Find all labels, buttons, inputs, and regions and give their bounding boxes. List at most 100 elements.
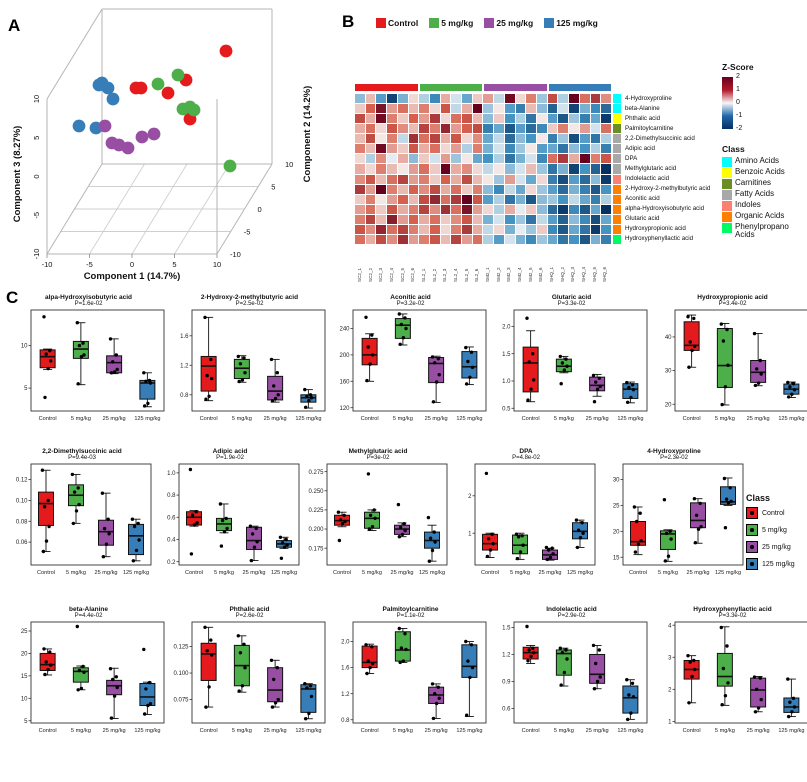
row-class-swatch (613, 114, 621, 124)
heatmap-cell (472, 184, 483, 194)
heatmap-cell (569, 224, 579, 234)
svg-text:5 mg/kg: 5 mg/kg (71, 416, 91, 422)
class-legend-item: Phenylpropano Acids (722, 222, 807, 240)
svg-text:125 mg/kg: 125 mg/kg (456, 728, 482, 734)
class-swatch (722, 201, 732, 211)
heatmap-column-label: SC2_3 (378, 267, 384, 282)
heatmap-cell (365, 154, 376, 164)
boxplot-subplot: 2-Hydroxy-2-methylbutyric acid P=2.5e-02 0… (169, 294, 330, 424)
heatmap-cell (376, 124, 387, 134)
boxplot-title: Adipic acid (212, 448, 248, 455)
svg-text:5: 5 (24, 719, 28, 725)
heatmap-cell (365, 174, 376, 184)
svg-text:Component 1 (14.7%): Component 1 (14.7%) (84, 271, 181, 282)
heatmap-cell (494, 114, 504, 124)
heatmap-cell (440, 214, 451, 224)
svg-text:125 mg/kg: 125 mg/kg (271, 570, 297, 576)
zscore-tick: 0 (736, 99, 740, 106)
heatmap-cell (579, 204, 590, 214)
class-legend-item: Indoles (722, 200, 807, 211)
heatmap-cell (558, 204, 569, 214)
zscore-tick: -1 (736, 112, 743, 119)
heatmap-cell (419, 194, 429, 204)
svg-text:125 mg/kg: 125 mg/kg (134, 416, 160, 422)
heatmap-cell (504, 234, 515, 244)
heatmap-cell (547, 184, 558, 194)
heatmap-cell (397, 204, 408, 214)
boxplot-subplot: alpa-Hydroxyisobutyric acid P=1.6e-02 5 10 C… (8, 294, 169, 424)
heatmap-cell (547, 194, 558, 204)
heatmap-cell (451, 94, 462, 104)
heatmap-cell (579, 94, 590, 104)
heatmap-cell (504, 144, 515, 154)
boxplot-svg: 5 10 Control 5 mg/kg 25 mg/kg 125 mg/kg (21, 309, 165, 422)
heatmap-cell (515, 204, 526, 214)
heatmap-cell (537, 154, 547, 164)
heatmap-row-label: Adipic acid (625, 145, 655, 152)
heatmap-row-label: Aconitic acid (625, 195, 660, 202)
heatmap-cell (537, 124, 547, 134)
heatmap-cell (462, 154, 472, 164)
heatmap-row-label: DPA (625, 155, 638, 162)
svg-text:25 mg/kg: 25 mg/kg (103, 416, 126, 422)
heatmap-cell (569, 134, 579, 144)
svg-text:0.175: 0.175 (308, 546, 324, 552)
heatmap-cell (515, 164, 526, 174)
svg-text:3: 3 (668, 655, 672, 661)
heatmap-cell (408, 214, 419, 224)
heatmap-cell (515, 124, 526, 134)
heatmap-cell (590, 224, 601, 234)
heatmap-column-label: SHQ_2 (559, 266, 565, 282)
class-legend-item: Carnitines (722, 178, 807, 189)
heatmap-cell (483, 164, 494, 174)
heatmap-cell (515, 144, 526, 154)
heatmap-cell (365, 94, 376, 104)
heatmap-column-label: SHQ_6 (602, 266, 608, 282)
heatmap-row-label: Glutaric acid (625, 215, 660, 222)
heatmap-cell (558, 154, 569, 164)
boxplot-class-legend: Class Control 5 mg/kg 25 mg/kg 125 mg/kg (746, 493, 806, 575)
heatmap-cell (526, 94, 537, 104)
heatmap-cell (355, 224, 365, 234)
svg-text:5 mg/kg: 5 mg/kg (232, 728, 252, 734)
class-legend-item: Fatty Acids (722, 189, 807, 200)
heatmap-cell (440, 164, 451, 174)
heatmap-cell (451, 194, 462, 204)
heatmap-cell (365, 194, 376, 204)
heatmap-cell (387, 144, 397, 154)
row-class-swatch (613, 164, 621, 174)
boxplot-pvalue: P=4.8e-02 (512, 455, 540, 462)
heatmap-cell (537, 204, 547, 214)
zscore-tick: 2 (736, 73, 740, 80)
heatmap-cell (590, 184, 601, 194)
boxplot-pvalue: P=2.3e-02 (660, 455, 688, 462)
heatmap-cell (526, 164, 537, 174)
svg-text:-5: -5 (244, 228, 251, 237)
heatmap-cell (472, 144, 483, 154)
heatmap-cell (419, 114, 429, 124)
boxplot-title: beta-Alanine (68, 606, 108, 613)
boxplot-svg: 0.06 0.08 0.10 0.12 Control 5 mg/kg 25 mg/kg 12… (16, 463, 152, 576)
heatmap-cell (579, 144, 590, 154)
heatmap-group-legend: Control 5 mg/kg 25 mg/kg 125 mg/kg (376, 18, 598, 28)
heatmap-cell (397, 174, 408, 184)
heatmap-cell (429, 114, 440, 124)
svg-text:125 mg/kg: 125 mg/kg (295, 728, 321, 734)
svg-text:5 mg/kg: 5 mg/kg (232, 416, 252, 422)
heatmap-cell (526, 104, 537, 114)
group-swatch (376, 18, 386, 28)
heatmap-column-label: SL2_2 (431, 268, 437, 282)
heatmap-cell (397, 194, 408, 204)
heatmap-column-label: SM2_3 (506, 267, 512, 282)
svg-text:0: 0 (32, 174, 41, 178)
heatmap-cell (569, 124, 579, 134)
svg-text:Control: Control (481, 570, 499, 576)
boxplot-svg: 0.8 1.2 1.6 Control 5 mg/kg 25 mg/kg 125 mg/kg (180, 309, 326, 422)
heatmap-cell (590, 234, 601, 244)
heatmap-cell (355, 144, 365, 154)
boxplot-row: 2,2-Dimethylsuccinic acid P=9.4e-03 0.06 0.… (8, 448, 748, 578)
heatmap-cell (419, 94, 429, 104)
heatmap-cell (494, 224, 504, 234)
heatmap-row-label: beta-Alanine (625, 105, 660, 112)
